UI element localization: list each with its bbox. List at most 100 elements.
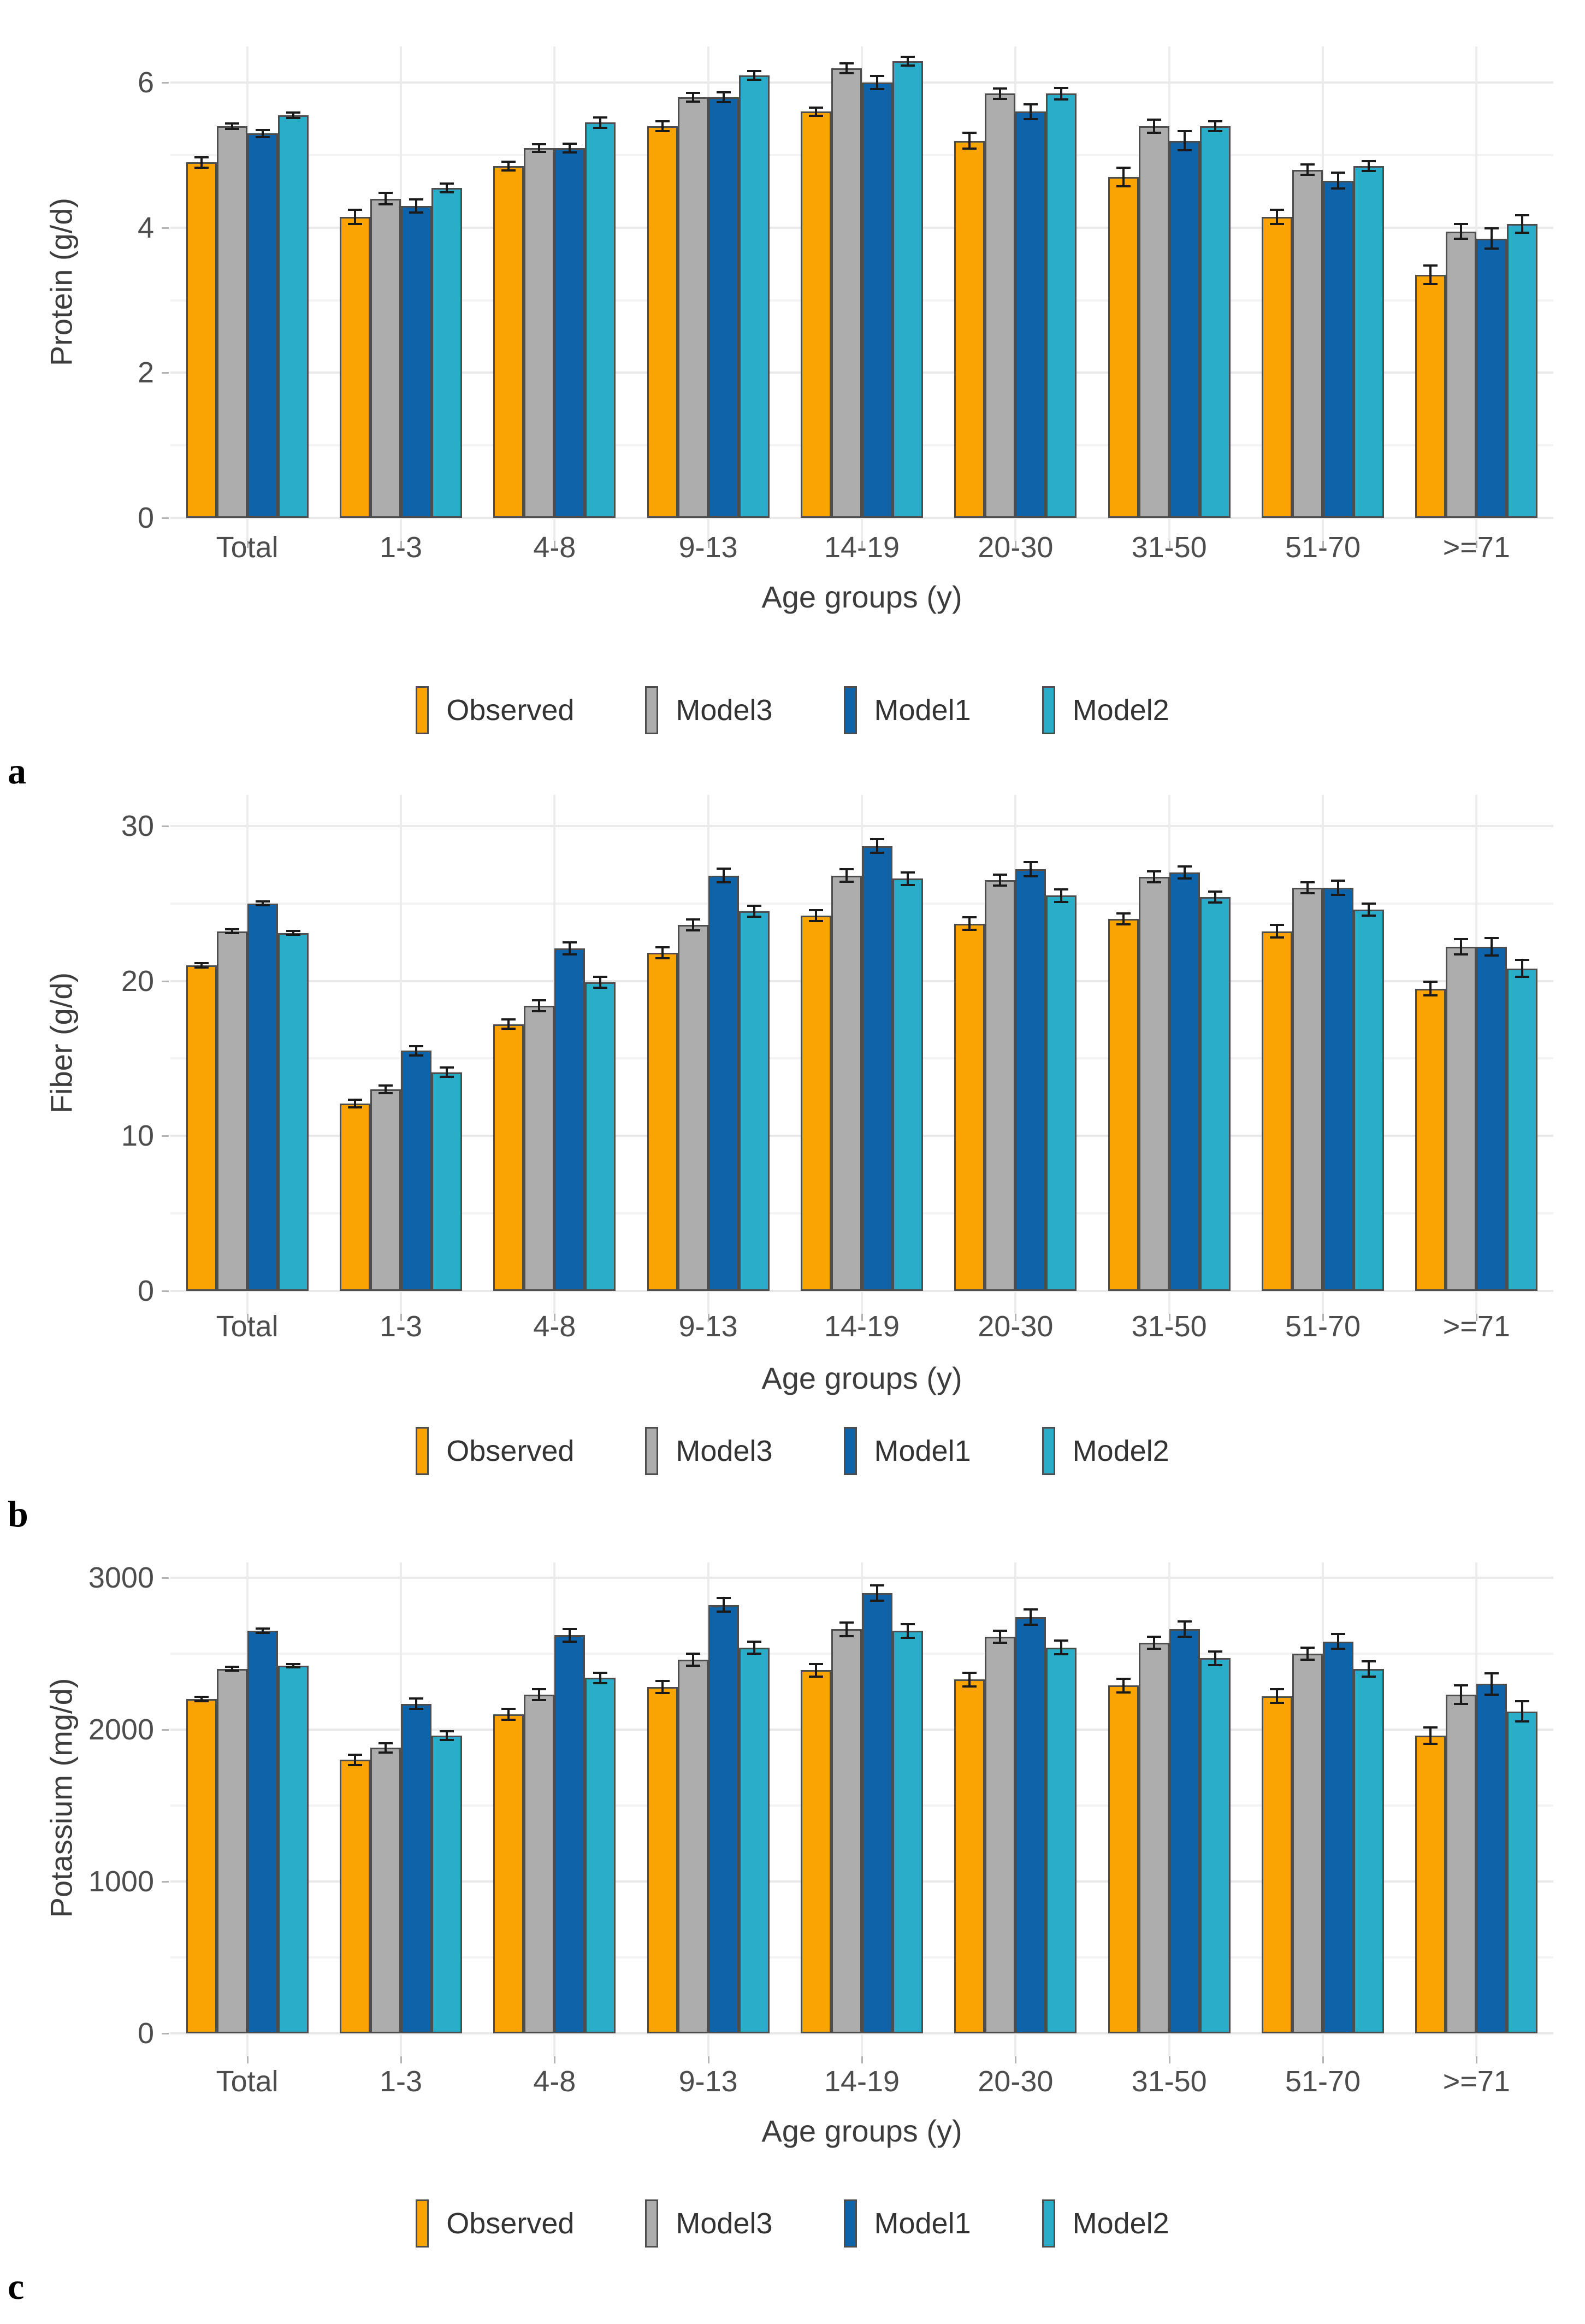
- bar-observed-9-13: [647, 953, 678, 1291]
- errorbar-cap-top: [809, 106, 823, 109]
- errorbar-cap-top: [870, 837, 884, 840]
- errorbar-cap-top: [409, 1697, 423, 1700]
- errorbar-model2-51-70: [1368, 1661, 1370, 1677]
- x-tick-mark->=71: [1476, 541, 1478, 548]
- errorbar-cap-bottom: [685, 1665, 700, 1667]
- bar-observed->=71: [1415, 1735, 1446, 2033]
- protein-legend: Observed Model3 Model1 Model2: [0, 686, 1585, 734]
- bar-model2-31-50: [1199, 126, 1231, 518]
- errorbar-cap-top: [378, 1742, 393, 1744]
- legend-item-model3: Model3: [645, 686, 773, 734]
- errorbar-cap-top: [255, 128, 270, 131]
- errorbar-cap-bottom: [1024, 875, 1038, 877]
- y-tick-mark-20: [162, 980, 169, 982]
- panel-letter-a: a: [8, 750, 26, 792]
- x-tick-mark-20-30: [1015, 2056, 1017, 2063]
- errorbar-cap-bottom: [194, 966, 209, 969]
- errorbar-model2->=71: [1521, 960, 1524, 977]
- errorbar-cap-top: [224, 928, 239, 931]
- legend-swatch-model3: [645, 1427, 659, 1475]
- errorbar-cap-bottom: [1054, 98, 1069, 101]
- errorbar-cap-top: [440, 1066, 454, 1069]
- errorbar-cap-bottom: [901, 1636, 915, 1639]
- errorbar-cap-bottom: [286, 117, 300, 120]
- bar-model3-31-50: [1138, 1643, 1169, 2033]
- errorbar-cap-bottom: [1515, 976, 1530, 978]
- errorbar-cap-top: [839, 868, 854, 871]
- errorbar-cap-bottom: [1116, 923, 1131, 925]
- errorbar-cap-top: [1270, 924, 1284, 927]
- legend-item-model1: Model1: [843, 1427, 971, 1475]
- errorbar-cap-top: [1024, 1608, 1038, 1611]
- bar-model1-51-70: [1323, 1641, 1353, 2033]
- errorbar-model3-1-3: [385, 193, 387, 205]
- bar-model2-9-13: [738, 911, 770, 1291]
- errorbar-cap-bottom: [1208, 1664, 1222, 1666]
- errorbar-cap-bottom: [1270, 936, 1284, 939]
- protein-x-axis-title: Age groups (y): [761, 580, 962, 614]
- errorbar-cap-top: [993, 87, 1008, 90]
- legend-swatch-observed: [416, 686, 429, 734]
- bar-model3-1-3: [370, 198, 401, 518]
- errorbar-cap-bottom: [532, 1010, 547, 1012]
- errorbar-cap-top: [1515, 959, 1530, 962]
- bar-model1->=71: [1476, 947, 1507, 1291]
- errorbar-cap-top: [1423, 1726, 1438, 1729]
- bar-observed->=71: [1415, 275, 1446, 518]
- errorbar-model3-14-19: [845, 63, 848, 74]
- errorbar-cap-bottom: [870, 852, 884, 854]
- bar-observed-14-19: [801, 1670, 831, 2033]
- errorbar-cap-top: [1454, 1684, 1469, 1687]
- errorbar-model2-20-30: [1060, 889, 1063, 902]
- errorbar-cap-top: [532, 1688, 547, 1691]
- errorbar-cap-top: [747, 70, 761, 73]
- errorbar-cap-top: [716, 867, 731, 870]
- x-tick-label-31-50: 31-50: [1131, 2065, 1207, 2098]
- y-tick-mark-0: [162, 2033, 169, 2034]
- errorbar-cap-bottom: [747, 915, 761, 918]
- errorbar-cap-bottom: [409, 1054, 423, 1057]
- x-tick-mark-Total: [246, 1314, 249, 1321]
- bar-model2-4-8: [585, 122, 616, 518]
- bar-model3-Total: [216, 126, 247, 518]
- errorbar-cap-bottom: [962, 148, 977, 150]
- errorbar-model1-20-30: [1030, 1609, 1032, 1625]
- errorbar-cap-top: [194, 962, 209, 964]
- errorbar-cap-bottom: [716, 101, 731, 104]
- errorbar-model2-Total: [292, 112, 294, 119]
- errorbar-model1-1-3: [415, 1046, 417, 1055]
- errorbar-cap-top: [685, 918, 700, 921]
- bar-model3-14-19: [831, 875, 862, 1291]
- errorbar-model3->=71: [1460, 224, 1463, 239]
- errorbar-cap-top: [255, 1627, 270, 1630]
- x-tick-mark-Total: [246, 2056, 249, 2063]
- y-tick-mark-2000: [162, 1729, 169, 1731]
- errorbar-cap-bottom: [1331, 187, 1345, 190]
- errorbar-model2-Total: [292, 1664, 294, 1668]
- errorbar-model1-14-19: [876, 1585, 878, 1601]
- errorbar-cap-bottom: [1454, 237, 1469, 240]
- errorbar-cap-bottom: [901, 883, 915, 886]
- errorbar-cap-top: [655, 1679, 670, 1682]
- errorbar-cap-top: [839, 62, 854, 64]
- legend-label-model1: Model1: [874, 2207, 971, 2240]
- errorbar-cap-bottom: [440, 191, 454, 193]
- errorbar-model1-51-70: [1337, 173, 1339, 189]
- errorbar-cap-bottom: [685, 100, 700, 103]
- errorbar-cap-bottom: [378, 1092, 393, 1095]
- errorbar-cap-top: [1515, 1700, 1530, 1703]
- legend-label-model2: Model2: [1072, 1435, 1169, 1467]
- x-tick-label-Total: Total: [216, 2065, 279, 2098]
- x-tick-mark-Total: [246, 541, 249, 548]
- errorbar-cap-top: [286, 111, 300, 114]
- errorbar-model1-Total: [261, 1628, 264, 1633]
- y-tick-mark-3000: [162, 1577, 169, 1579]
- protein-plot-panel: [170, 46, 1553, 541]
- errorbar-observed-20-30: [968, 917, 971, 930]
- errorbar-model3-51-70: [1306, 882, 1309, 894]
- errorbar-model2-1-3: [446, 183, 448, 192]
- errorbar-model1-9-13: [722, 868, 725, 883]
- bar-model1-1-3: [401, 206, 431, 518]
- errorbar-model3->=71: [1460, 939, 1463, 955]
- errorbar-observed-14-19: [815, 910, 817, 922]
